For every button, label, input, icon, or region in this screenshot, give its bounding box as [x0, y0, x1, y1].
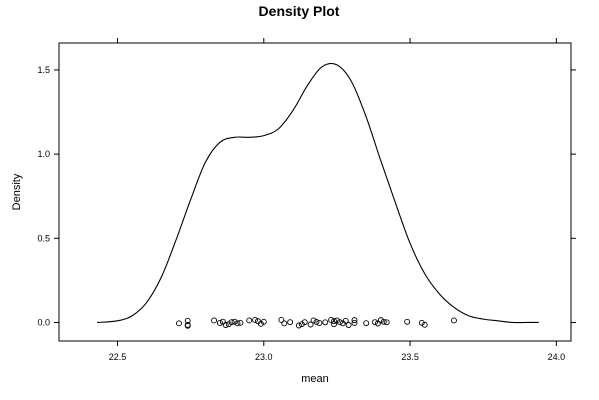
rug-point	[351, 320, 358, 326]
rug-point	[404, 318, 411, 325]
rug-point	[225, 321, 232, 328]
y-axis-label: Density	[11, 173, 23, 210]
rug-point	[328, 317, 335, 323]
y-axis: 0.0 0.5 1.0 1.5	[37, 65, 576, 327]
x-axis: 22.5 23.0 23.5 24.0	[109, 38, 565, 362]
rug-point	[252, 317, 258, 323]
x-tick-label: 22.5	[109, 352, 127, 362]
y-tick-label: 1.5	[37, 65, 50, 75]
rug-point	[278, 317, 285, 323]
rug-point	[228, 319, 235, 326]
density-curve	[96, 62, 539, 324]
rug-point	[333, 317, 340, 324]
rug-point	[295, 322, 302, 329]
rug-point	[377, 317, 384, 324]
rug-point	[184, 322, 191, 328]
rug-point	[331, 318, 337, 325]
rug-point	[176, 320, 182, 327]
rug-point	[216, 320, 223, 326]
rug-point	[418, 319, 425, 326]
x-tick-label: 23.0	[255, 352, 273, 362]
rug-point	[234, 320, 241, 327]
rug-point	[222, 322, 229, 328]
rug-point	[383, 319, 390, 326]
rug-point	[372, 319, 378, 326]
rug-point	[374, 320, 381, 327]
rug-point	[363, 320, 370, 327]
rug-point	[211, 317, 218, 324]
rug-point	[231, 318, 238, 325]
rug-point	[451, 317, 457, 324]
x-tick-label: 24.0	[548, 352, 566, 362]
plot-frame	[58, 42, 572, 342]
rug-point	[260, 318, 267, 325]
rug-point	[287, 319, 294, 326]
rug-point	[219, 318, 226, 325]
rug-point	[257, 320, 264, 327]
rug-point	[342, 317, 349, 324]
y-tick-label: 0.0	[37, 317, 50, 327]
rug-point	[313, 319, 320, 325]
x-tick-label: 23.5	[401, 352, 419, 362]
rug-points	[176, 317, 457, 329]
rug-point	[331, 321, 337, 328]
chart-title: Density Plot	[259, 3, 340, 19]
rug-point	[307, 321, 314, 328]
rug-point	[298, 321, 305, 328]
rug-point	[345, 322, 352, 328]
rug-point	[316, 320, 323, 326]
x-axis-label: mean	[301, 373, 329, 385]
rug-point	[301, 319, 308, 326]
rug-point	[380, 318, 387, 325]
rug-point	[246, 317, 253, 324]
rug-point	[421, 321, 428, 328]
y-tick-label: 1.0	[37, 149, 50, 159]
rug-point	[237, 319, 244, 326]
rug-point	[351, 317, 358, 324]
rug-point	[336, 319, 343, 326]
rug-point	[310, 317, 317, 324]
rug-point	[281, 320, 288, 327]
y-tick-label: 0.5	[37, 233, 50, 243]
rug-point	[322, 319, 329, 326]
